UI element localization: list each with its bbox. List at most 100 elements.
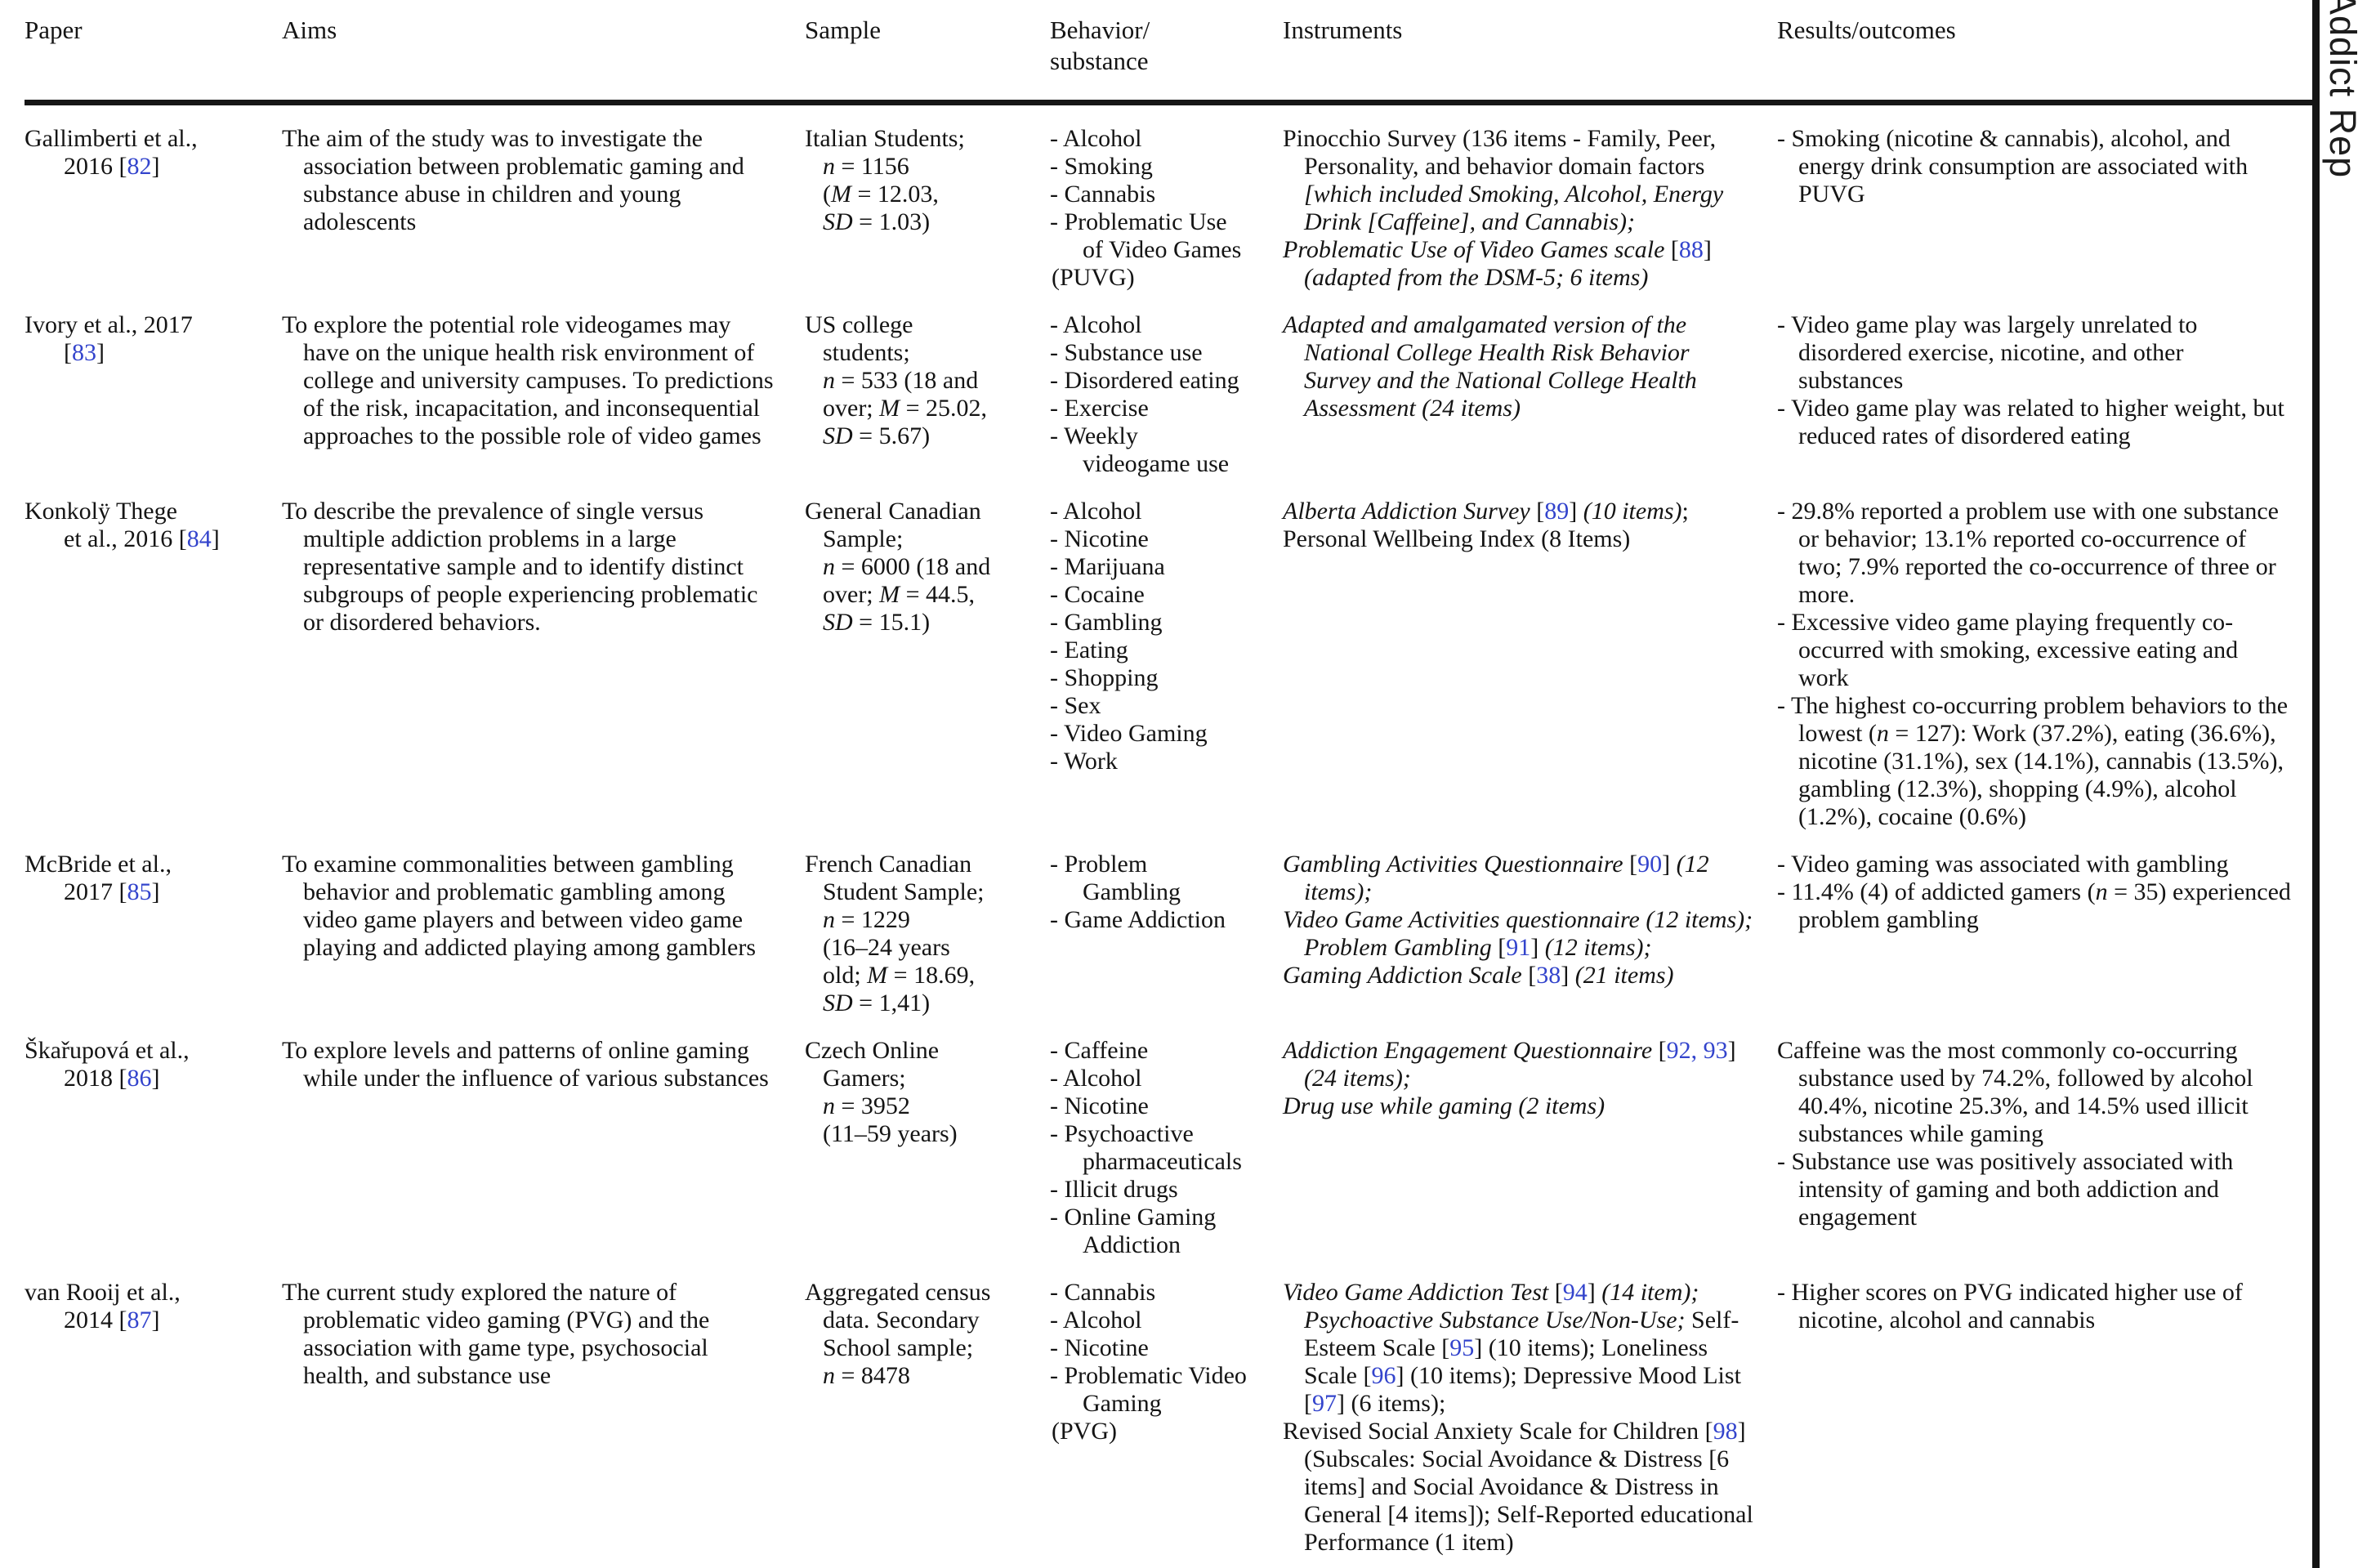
cell-instruments: Gambling Activities Questionnaire [90] (… xyxy=(1283,831,1777,1017)
citation-ref[interactable]: 96 xyxy=(1371,1362,1396,1389)
citation-ref[interactable]: 83 xyxy=(72,339,96,366)
italic-text-segment: (adapted from the DSM-5; 6 items) xyxy=(1304,264,1649,291)
text-segment: 2017 [ xyxy=(64,878,127,905)
paragraph: Addiction Engagement Questionnaire [92, … xyxy=(1283,1037,1757,1092)
citation-ref[interactable]: 84 xyxy=(186,525,212,552)
table-row: Konkolÿ Thege et al., 2016 [84] To describ… xyxy=(25,478,2312,831)
behavior-item: - Problem Gambling xyxy=(1050,851,1262,906)
cell-instruments: Addiction Engagement Questionnaire [92, … xyxy=(1283,1017,1777,1259)
text-segment: To explore the potential role videogames… xyxy=(282,311,774,449)
paragraph: Video Game Activities questionnaire (12 … xyxy=(1283,906,1757,962)
text-segment: The aim of the study was to investigate … xyxy=(282,125,744,235)
citation-ref[interactable]: 97 xyxy=(1312,1390,1337,1417)
italic-text-segment: n xyxy=(823,553,835,580)
text-segment: - Nicotine xyxy=(1050,525,1149,552)
column-header-behavior-substance: Behavior/ substance xyxy=(1050,5,1283,105)
text-segment: - Smoking xyxy=(1050,153,1153,180)
text-segment: - Sex xyxy=(1050,692,1101,719)
citation-ref[interactable]: 89 xyxy=(1544,498,1570,525)
cell-behavior-substance: - Problem Gambling - Game Addiction xyxy=(1050,831,1283,1017)
text-segment: - Weekly xyxy=(1050,422,1138,449)
text-line: old; M = 18.69, xyxy=(823,962,1029,989)
text-segment: [ xyxy=(1629,851,1638,878)
citation-ref[interactable]: 82 xyxy=(127,153,152,180)
text-segment: - Cocaine xyxy=(1050,581,1145,608)
text-line: - Problematic Video xyxy=(1050,1362,1262,1390)
citation-ref[interactable]: 86 xyxy=(127,1065,152,1092)
text-segment: 2016 [ xyxy=(64,153,127,180)
paragraph: - Video game play was related to higher … xyxy=(1777,395,2292,450)
text-line: van Rooij et al., xyxy=(25,1279,261,1307)
text-line: over; M = 44.5, xyxy=(823,581,1029,609)
citation-ref[interactable]: 94 xyxy=(1562,1279,1588,1306)
text-line: - Problematic Use xyxy=(1050,208,1262,236)
text-segment: van Rooij et al., xyxy=(25,1279,181,1306)
behavior-item: - Substance use xyxy=(1050,339,1262,367)
cell-paper: Konkolÿ Thege et al., 2016 [84] xyxy=(25,478,282,831)
header-row: Paper Aims Sample Behavior/ substance Instru… xyxy=(25,5,2312,105)
table-row: McBride et al., 2017 [85] To examine commo… xyxy=(25,831,2312,1017)
paragraph: - Excessive video game playing frequentl… xyxy=(1777,609,2292,692)
citation-ref[interactable]: 91 xyxy=(1506,934,1531,961)
italic-text-segment: Drug use while gaming (2 items) xyxy=(1283,1092,1605,1119)
text-line: Škařupová et al., xyxy=(25,1037,261,1065)
table-header-row: Paper Aims Sample Behavior/ substance Instru… xyxy=(25,5,2312,105)
text-line: students; xyxy=(823,339,1029,367)
text-line: - Marijuana xyxy=(1050,553,1262,581)
text-segment: - Game Addiction xyxy=(1050,906,1226,933)
text-segment: Ivory et al., 2017 xyxy=(25,311,193,338)
italic-text-segment: SD xyxy=(823,609,853,636)
cell-aims: To examine commonalities between gamblin… xyxy=(282,831,805,1017)
paragraph: The current study explored the nature of… xyxy=(282,1279,776,1390)
text-segment: ] xyxy=(151,153,160,180)
citation-ref[interactable]: 85 xyxy=(127,878,152,905)
citation-ref[interactable]: 92, 93 xyxy=(1666,1037,1728,1064)
paragraph: - The highest co-occurring problem behav… xyxy=(1777,692,2292,831)
text-segment: ] (Subscales: Social Avoidance & Distres… xyxy=(1304,1418,1753,1556)
italic-text-segment: SD xyxy=(823,989,853,1016)
cell-aims: To explore levels and patterns of online… xyxy=(282,1017,805,1259)
citation-ref[interactable]: 87 xyxy=(127,1307,152,1333)
citation-ref[interactable]: 90 xyxy=(1637,851,1663,878)
text-segment: To examine commonalities between gamblin… xyxy=(282,851,757,961)
column-header-aims: Aims xyxy=(282,5,805,105)
text-line: Gamers; xyxy=(823,1065,1029,1092)
italic-text-segment: n xyxy=(823,906,835,933)
text-segment: - Exercise xyxy=(1050,395,1149,422)
text-line: - Alcohol xyxy=(1050,1307,1262,1334)
behavior-item: - Alcohol xyxy=(1050,125,1262,153)
paragraph: - Smoking (nicotine & cannabis), alcohol… xyxy=(1777,125,2292,208)
paragraph: To examine commonalities between gamblin… xyxy=(282,851,776,962)
text-segment: Sample; xyxy=(823,525,904,552)
text-segment: - Alcohol xyxy=(1050,125,1142,152)
behavior-item: - Problematic Video Gaming (PVG) xyxy=(1050,1362,1262,1445)
paragraph: - Substance use was positively associate… xyxy=(1777,1148,2292,1231)
behavior-item: - Alcohol xyxy=(1050,498,1262,525)
text-line: - Nicotine xyxy=(1050,525,1262,553)
italic-text-segment: (10 items) xyxy=(1583,498,1682,525)
citation-ref[interactable]: 98 xyxy=(1713,1418,1738,1445)
text-segment: [ xyxy=(1670,236,1679,263)
behavior-item: - Caffeine xyxy=(1050,1037,1262,1065)
cell-behavior-substance: - Alcohol - Nicotine - Marijuana - Cocaine -… xyxy=(1050,478,1283,831)
text-line: - Alcohol xyxy=(1050,125,1262,153)
text-line: n = 1229 xyxy=(823,906,1029,934)
text-line: - Work xyxy=(1050,748,1262,775)
text-segment: [ xyxy=(1528,962,1537,989)
text-line: - Cannabis xyxy=(1050,181,1262,208)
italic-text-segment: Gaming Addiction Scale xyxy=(1283,962,1529,989)
citation-ref[interactable]: 88 xyxy=(1678,236,1704,263)
text-segment: - Shopping xyxy=(1050,664,1159,691)
citation-ref[interactable]: 38 xyxy=(1536,962,1561,989)
text-segment: ] (10 items); Depressive Mood List [ xyxy=(1304,1362,1741,1417)
text-segment: Student Sample; xyxy=(823,878,985,905)
text-line: - Cocaine xyxy=(1050,581,1262,609)
text-segment: McBride et al., xyxy=(25,851,172,878)
italic-text-segment: n xyxy=(823,1092,835,1119)
behavior-item: - Shopping xyxy=(1050,664,1262,692)
text-line: n = 6000 (18 and xyxy=(823,553,1029,581)
text-line: French Canadian xyxy=(805,851,1029,878)
text-segment: French Canadian xyxy=(805,851,972,878)
citation-ref[interactable]: 95 xyxy=(1449,1334,1475,1361)
text-line: of Video Games xyxy=(1083,236,1262,264)
